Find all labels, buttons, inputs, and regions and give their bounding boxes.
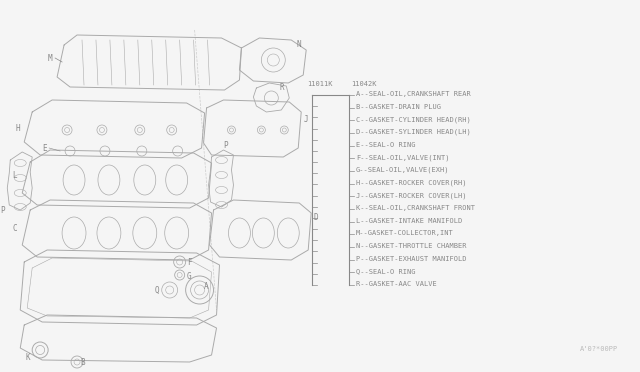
Text: C: C — [13, 224, 17, 232]
Text: K--SEAL-OIL,CRANKSHAFT FRONT: K--SEAL-OIL,CRANKSHAFT FRONT — [356, 205, 475, 211]
Text: H: H — [15, 124, 20, 132]
Text: C--GASKET-CYLINDER HEAD(RH): C--GASKET-CYLINDER HEAD(RH) — [356, 116, 471, 123]
Text: B: B — [80, 358, 84, 367]
Text: D: D — [313, 213, 318, 222]
Text: 11011K: 11011K — [307, 81, 333, 87]
Text: L--GASKET-INTAKE MANIFOLD: L--GASKET-INTAKE MANIFOLD — [356, 218, 462, 224]
Text: B--GASKET-DRAIN PLUG: B--GASKET-DRAIN PLUG — [356, 104, 441, 110]
Text: 11042K: 11042K — [351, 81, 376, 87]
Text: H--GASKET-ROCKER COVER(RH): H--GASKET-ROCKER COVER(RH) — [356, 179, 467, 186]
Text: N: N — [296, 40, 301, 49]
Text: F--SEAL-OIL,VALVE(INT): F--SEAL-OIL,VALVE(INT) — [356, 154, 449, 161]
Text: K: K — [26, 353, 30, 362]
Text: N--GASKET-THROTTLE CHAMBER: N--GASKET-THROTTLE CHAMBER — [356, 243, 467, 249]
Text: P: P — [223, 141, 228, 150]
Text: E: E — [42, 144, 47, 153]
Text: A'0?*00PP: A'0?*00PP — [580, 346, 618, 352]
Text: J--GASKET-ROCKER COVER(LH): J--GASKET-ROCKER COVER(LH) — [356, 192, 467, 199]
Text: M--GASKET-COLLECTOR,INT: M--GASKET-COLLECTOR,INT — [356, 230, 454, 236]
Text: J: J — [303, 115, 308, 124]
Text: G--SEAL-OIL,VALVE(EXH): G--SEAL-OIL,VALVE(EXH) — [356, 167, 449, 173]
Text: M: M — [47, 54, 52, 62]
Text: G: G — [187, 272, 191, 281]
Text: R--GASKET-AAC VALVE: R--GASKET-AAC VALVE — [356, 281, 436, 287]
Text: A--SEAL-OIL,CRANKSHAFT REAR: A--SEAL-OIL,CRANKSHAFT REAR — [356, 91, 471, 97]
Text: E--SEAL-O RING: E--SEAL-O RING — [356, 142, 415, 148]
Text: F: F — [187, 258, 191, 267]
Text: L: L — [13, 170, 17, 180]
Text: R: R — [279, 83, 284, 92]
Text: Q--SEAL-O RING: Q--SEAL-O RING — [356, 268, 415, 274]
Text: P--GASKET-EXHAUST MANIFOLD: P--GASKET-EXHAUST MANIFOLD — [356, 256, 467, 262]
Text: P: P — [1, 205, 5, 215]
Text: A: A — [204, 282, 208, 291]
Text: D--GASKET-SYLINDER HEAD(LH): D--GASKET-SYLINDER HEAD(LH) — [356, 129, 471, 135]
Text: Q: Q — [155, 285, 160, 295]
